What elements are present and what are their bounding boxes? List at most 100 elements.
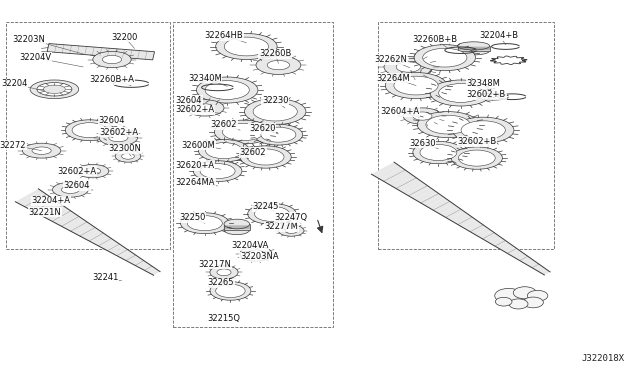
Polygon shape — [484, 234, 500, 242]
Text: 32221N: 32221N — [28, 208, 61, 217]
Ellipse shape — [413, 112, 432, 120]
Text: 32620+A: 32620+A — [175, 161, 215, 170]
Text: 32604: 32604 — [175, 96, 202, 105]
Polygon shape — [449, 212, 468, 222]
Polygon shape — [385, 170, 410, 185]
Ellipse shape — [394, 76, 438, 95]
Polygon shape — [462, 220, 480, 230]
Polygon shape — [388, 173, 414, 187]
Ellipse shape — [403, 108, 442, 124]
Ellipse shape — [37, 83, 72, 96]
Text: 32204VA: 32204VA — [231, 241, 268, 250]
Ellipse shape — [417, 112, 479, 138]
Text: 32262N: 32262N — [374, 55, 407, 64]
Ellipse shape — [224, 225, 250, 235]
Polygon shape — [406, 184, 429, 197]
Ellipse shape — [223, 124, 264, 141]
Ellipse shape — [115, 150, 141, 162]
Ellipse shape — [523, 297, 543, 308]
Ellipse shape — [224, 219, 250, 229]
Text: 32264HB: 32264HB — [205, 31, 243, 40]
Ellipse shape — [195, 104, 214, 112]
Polygon shape — [92, 234, 109, 244]
Ellipse shape — [451, 147, 502, 169]
Polygon shape — [40, 203, 63, 217]
Text: 32300N: 32300N — [108, 144, 141, 153]
Polygon shape — [150, 270, 160, 275]
FancyBboxPatch shape — [224, 224, 250, 230]
Ellipse shape — [205, 142, 243, 159]
Text: 32204+B: 32204+B — [479, 31, 519, 40]
Ellipse shape — [384, 57, 433, 77]
Ellipse shape — [216, 33, 277, 60]
Ellipse shape — [205, 81, 250, 99]
Polygon shape — [536, 266, 547, 273]
Polygon shape — [15, 189, 42, 204]
Ellipse shape — [495, 288, 523, 303]
Ellipse shape — [438, 84, 483, 102]
Ellipse shape — [495, 297, 512, 306]
Ellipse shape — [253, 102, 298, 121]
Ellipse shape — [122, 153, 134, 159]
Text: 32245: 32245 — [252, 202, 279, 211]
Text: 32620: 32620 — [249, 124, 276, 133]
Text: 32604: 32604 — [99, 116, 125, 125]
Polygon shape — [88, 232, 106, 242]
Ellipse shape — [44, 85, 65, 93]
Ellipse shape — [426, 115, 470, 134]
Ellipse shape — [32, 147, 51, 154]
Text: 32247Q: 32247Q — [275, 213, 308, 222]
Ellipse shape — [224, 37, 269, 56]
Polygon shape — [143, 265, 154, 272]
Text: 32602: 32602 — [239, 148, 266, 157]
Polygon shape — [105, 243, 121, 251]
Ellipse shape — [285, 228, 298, 234]
Polygon shape — [410, 187, 433, 199]
Ellipse shape — [458, 42, 490, 50]
Text: 32340M: 32340M — [188, 74, 221, 83]
Ellipse shape — [458, 150, 495, 166]
Text: 32272: 32272 — [0, 141, 26, 150]
Ellipse shape — [93, 51, 131, 68]
Polygon shape — [475, 228, 492, 237]
Text: 32204: 32204 — [1, 79, 28, 88]
Text: 32217N: 32217N — [198, 260, 231, 269]
Polygon shape — [479, 231, 495, 240]
Text: 32602+A: 32602+A — [99, 128, 138, 137]
Polygon shape — [432, 201, 452, 212]
Ellipse shape — [247, 149, 284, 165]
Polygon shape — [126, 255, 139, 263]
Ellipse shape — [109, 134, 128, 142]
Polygon shape — [540, 269, 550, 275]
Ellipse shape — [196, 77, 258, 103]
Polygon shape — [64, 218, 84, 230]
Ellipse shape — [509, 299, 528, 309]
Polygon shape — [74, 224, 93, 235]
Polygon shape — [445, 209, 465, 219]
Polygon shape — [415, 190, 437, 202]
Text: 32602+B: 32602+B — [467, 90, 506, 99]
Ellipse shape — [458, 47, 490, 55]
Polygon shape — [527, 261, 538, 267]
Polygon shape — [50, 209, 72, 222]
Text: 32602+A: 32602+A — [175, 105, 215, 114]
Polygon shape — [129, 257, 142, 264]
Polygon shape — [133, 259, 145, 266]
Ellipse shape — [102, 55, 122, 64]
Ellipse shape — [430, 80, 492, 106]
Polygon shape — [436, 203, 457, 215]
Ellipse shape — [77, 164, 109, 178]
Ellipse shape — [240, 246, 272, 261]
Polygon shape — [140, 263, 151, 270]
Polygon shape — [523, 258, 534, 265]
Polygon shape — [497, 242, 511, 250]
Text: 32200: 32200 — [111, 33, 138, 42]
Polygon shape — [22, 193, 48, 208]
Text: 32204+A: 32204+A — [32, 196, 70, 205]
Text: 32203N: 32203N — [12, 35, 45, 44]
Polygon shape — [506, 247, 519, 255]
Ellipse shape — [255, 206, 289, 221]
Polygon shape — [95, 237, 111, 246]
Polygon shape — [531, 264, 543, 270]
Polygon shape — [454, 214, 472, 225]
